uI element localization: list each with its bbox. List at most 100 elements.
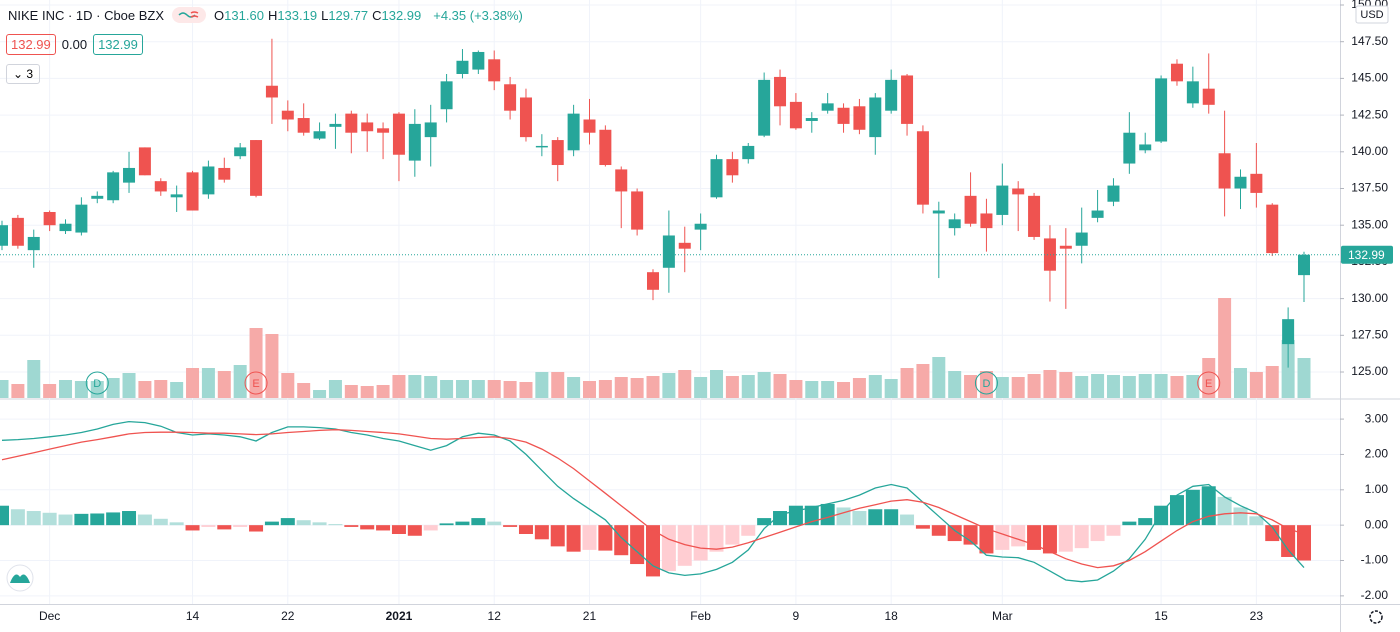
candle-body bbox=[27, 236, 40, 251]
x-tick-label: 18 bbox=[884, 609, 898, 623]
event-marker[interactable] bbox=[85, 371, 109, 395]
histogram-bar bbox=[90, 513, 105, 526]
candle-body bbox=[1202, 88, 1215, 105]
volume-bar bbox=[646, 376, 660, 398]
candle-body bbox=[948, 219, 961, 229]
candle-body bbox=[345, 113, 358, 133]
y-tick-label: 140.00 bbox=[1351, 144, 1388, 158]
candle-body bbox=[901, 75, 914, 124]
histogram-bar bbox=[646, 525, 660, 577]
x-tick-label: 12 bbox=[488, 609, 502, 623]
histogram-bar bbox=[1090, 525, 1105, 542]
volume-bar bbox=[0, 380, 9, 398]
candle-body bbox=[1091, 210, 1104, 218]
x-tick-label: 9 bbox=[793, 609, 800, 623]
volume-bar bbox=[837, 382, 851, 398]
histogram-bar bbox=[1042, 525, 1057, 554]
x-tick-label: 22 bbox=[281, 609, 295, 623]
histogram-bar bbox=[979, 525, 994, 554]
volume-bar bbox=[455, 380, 469, 398]
volume-bar bbox=[567, 377, 581, 398]
volume-bar bbox=[43, 384, 57, 398]
volume-bar bbox=[551, 372, 565, 398]
candle-body bbox=[964, 195, 977, 224]
volume-bar bbox=[217, 371, 231, 398]
buy-price[interactable]: 132.99 bbox=[93, 34, 143, 55]
histogram-bar bbox=[995, 525, 1010, 550]
volume-bar bbox=[424, 376, 438, 398]
event-marker[interactable] bbox=[244, 371, 268, 395]
candle-body bbox=[1218, 153, 1231, 189]
sell-price[interactable]: 132.99 bbox=[6, 34, 56, 55]
candle-body bbox=[281, 110, 294, 120]
histogram-bar bbox=[820, 503, 835, 526]
volume-bar bbox=[297, 383, 311, 398]
volume-bar bbox=[789, 380, 803, 398]
volume-bar bbox=[59, 380, 73, 398]
candle-body bbox=[1250, 173, 1263, 193]
histogram-bar bbox=[296, 520, 311, 526]
candle-body bbox=[853, 106, 866, 130]
volume-bar bbox=[884, 379, 898, 398]
volume-bar bbox=[233, 365, 247, 398]
event-marker[interactable] bbox=[1197, 371, 1221, 395]
candle-body bbox=[631, 191, 644, 230]
candle-body bbox=[234, 147, 247, 157]
histogram-bar bbox=[122, 511, 137, 526]
candle-body bbox=[1107, 185, 1120, 202]
candle-body bbox=[43, 211, 56, 226]
histogram-bar bbox=[725, 525, 740, 545]
volume-bar bbox=[710, 370, 724, 398]
volume-bar bbox=[694, 377, 708, 398]
event-marker[interactable] bbox=[974, 371, 998, 395]
histogram-bar bbox=[852, 511, 867, 526]
volume-bar bbox=[995, 377, 1009, 398]
candle-body bbox=[535, 145, 548, 148]
status-pill[interactable] bbox=[172, 7, 207, 23]
volume-bar bbox=[74, 381, 88, 398]
event-label: E bbox=[1205, 378, 1212, 390]
candle-body bbox=[916, 131, 929, 205]
volume-bar bbox=[328, 380, 342, 398]
candle-body bbox=[202, 166, 215, 195]
candle-body bbox=[504, 84, 517, 111]
volume-bar bbox=[503, 381, 517, 398]
histogram-bar bbox=[1154, 505, 1169, 526]
candle-body bbox=[551, 140, 564, 166]
histogram-bar bbox=[868, 509, 883, 526]
volume-bar bbox=[1027, 374, 1041, 398]
histogram-bar bbox=[915, 525, 930, 529]
symbol-title[interactable]: NIKE INC · 1D · Cboe BZX bbox=[8, 7, 165, 23]
indicators-toggle[interactable]: ⌄ 3 bbox=[6, 64, 41, 84]
candle-body bbox=[329, 123, 342, 127]
candle-body bbox=[869, 97, 882, 138]
settings-icon[interactable] bbox=[1369, 610, 1383, 624]
candle-body bbox=[313, 131, 326, 139]
currency-box[interactable] bbox=[1355, 5, 1389, 24]
volume-bar bbox=[932, 357, 946, 398]
volume-bar bbox=[471, 380, 485, 398]
histogram-bar bbox=[1074, 525, 1089, 549]
event-label: D bbox=[93, 378, 101, 390]
histogram-bar bbox=[217, 525, 232, 530]
volume-bar bbox=[1075, 376, 1089, 398]
price-boxes: 132.99 0.00 132.99 bbox=[6, 34, 143, 55]
ohlc-key: O bbox=[214, 7, 225, 23]
volume-bar bbox=[1265, 366, 1279, 398]
candle-body bbox=[789, 101, 802, 129]
volume-bar bbox=[186, 368, 200, 398]
candle-body bbox=[837, 107, 850, 124]
histogram-bar bbox=[630, 525, 645, 565]
candle-body bbox=[647, 272, 659, 290]
histogram-bar bbox=[74, 513, 89, 526]
histogram-bar bbox=[598, 525, 613, 551]
ohlc-value: 133.19 bbox=[277, 7, 318, 23]
y-tick-label: 137.50 bbox=[1351, 181, 1388, 195]
ohlc-key: C bbox=[372, 7, 382, 23]
histogram-bar bbox=[534, 525, 549, 540]
histogram-bar bbox=[169, 522, 184, 526]
histogram-bar bbox=[106, 512, 121, 526]
volume-bar bbox=[408, 375, 422, 398]
candle-body bbox=[1139, 144, 1152, 151]
y-tick-label: 135.00 bbox=[1351, 217, 1388, 231]
